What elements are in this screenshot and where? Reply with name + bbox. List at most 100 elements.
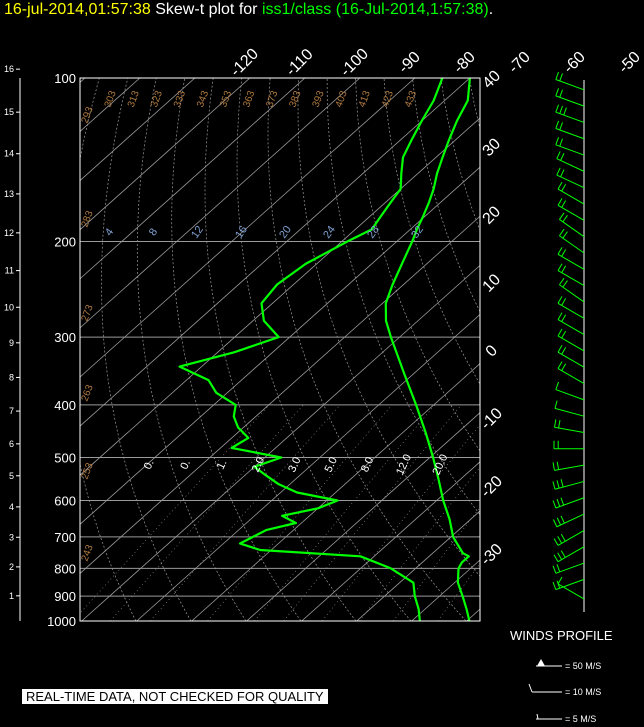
wind-barb bbox=[557, 270, 585, 287]
isotherm-line bbox=[522, 78, 644, 621]
height-tick-label: 15 bbox=[4, 107, 14, 117]
wind-barb-flag bbox=[557, 345, 563, 353]
wind-barb bbox=[556, 513, 585, 528]
wind-barb-flag bbox=[552, 565, 557, 574]
isotherm-line bbox=[80, 78, 471, 427]
legend-5-label: = 5 M/S bbox=[565, 714, 597, 724]
wind-barb-flag bbox=[559, 89, 563, 98]
isotherm-line bbox=[80, 117, 480, 476]
wind-barb-flag bbox=[556, 498, 561, 507]
wind-barb-flag bbox=[557, 263, 563, 271]
wind-barb-flag bbox=[559, 228, 565, 237]
wind-barb bbox=[555, 111, 585, 123]
height-tick-label: 3 bbox=[9, 532, 14, 542]
dry-adiabat-label: 303 bbox=[103, 89, 119, 109]
wind-barb-flag bbox=[563, 107, 567, 116]
dry-adiabat-label: 323 bbox=[149, 89, 165, 109]
wind-barb-flag bbox=[561, 347, 567, 355]
mixing-ratio-lower-label: 2.0 bbox=[250, 455, 267, 474]
wind-barb-flag bbox=[555, 120, 560, 129]
wind-barb-flag bbox=[557, 181, 563, 190]
height-tick-label: 13 bbox=[4, 189, 14, 199]
wind-barb-flag bbox=[561, 183, 567, 192]
height-tick-label: 4 bbox=[9, 502, 14, 512]
wind-barb-flag bbox=[557, 536, 563, 544]
isotherm-line bbox=[246, 412, 480, 621]
wind-barb-flag bbox=[557, 576, 563, 585]
wind-barb-flag bbox=[559, 73, 563, 82]
wind-barb bbox=[557, 529, 585, 546]
dry-adiabat-label: 283 bbox=[80, 209, 96, 229]
wind-barb-flag bbox=[556, 580, 561, 589]
wind-barb-flag bbox=[553, 538, 559, 546]
wind-barb bbox=[555, 144, 585, 156]
plot-frame bbox=[79, 77, 481, 622]
mixing-ratio-label: 20 bbox=[277, 224, 294, 241]
right-temperature-label: 40 bbox=[480, 67, 505, 92]
dry-adiabat-label: 433 bbox=[403, 89, 419, 109]
title-station: iss1/class (16-Jul-2014,1:57:38) bbox=[261, 1, 489, 18]
wind-barb-flag bbox=[557, 247, 563, 255]
dry-adiabat-label: 273 bbox=[80, 303, 96, 323]
page-title: 16-jul-2014,01:57:38 Skew-t plot for iss… bbox=[4, 1, 493, 19]
wind-barb-flag bbox=[561, 200, 567, 208]
isotherm-line bbox=[577, 78, 644, 621]
mixing-ratio-label: 32 bbox=[409, 224, 426, 241]
wind-barb-flag bbox=[557, 552, 563, 560]
wind-barb-flag bbox=[557, 296, 563, 304]
frame-layer bbox=[79, 77, 481, 622]
dry-adiabat-label: 393 bbox=[311, 89, 327, 109]
wind-barb-flag bbox=[559, 277, 565, 286]
top-temperature-label: -60 bbox=[560, 49, 588, 77]
isotherm-line bbox=[80, 78, 306, 280]
title-suffix: . bbox=[488, 1, 494, 18]
dry-adiabat-label: 363 bbox=[241, 89, 257, 109]
pressure-tick-label: 800 bbox=[54, 561, 76, 576]
wind-barb-flag bbox=[555, 71, 560, 80]
dry-adiabat-label: 293 bbox=[80, 105, 96, 125]
wind-barb bbox=[557, 204, 585, 221]
mixing-ratio-line bbox=[437, 562, 480, 621]
wind-barb-flag bbox=[557, 328, 563, 337]
right-temperature-label: 10 bbox=[480, 271, 505, 296]
title-date: 16-jul-2014,01:57:38 bbox=[4, 1, 151, 18]
wind-barb bbox=[554, 407, 585, 417]
dry-adiabat-line bbox=[612, 78, 644, 621]
pressure-tick-label: 600 bbox=[54, 494, 76, 509]
pressure-tick-label: 400 bbox=[54, 398, 76, 413]
isotherm-line bbox=[80, 166, 480, 525]
mixing-ratio-label: 12 bbox=[189, 224, 206, 241]
dry-adiabat-line bbox=[383, 78, 480, 385]
wind-barb bbox=[557, 319, 585, 336]
right-temperature-label: -20 bbox=[478, 473, 506, 501]
mixing-ratio-lower-label: 8.0 bbox=[359, 455, 376, 474]
isotherm-line bbox=[81, 264, 480, 621]
mixing-ratio-lower-label: 3.0 bbox=[286, 455, 303, 474]
wind-barb-flag bbox=[559, 122, 563, 131]
wind-barb bbox=[557, 583, 585, 600]
dry-adiabat-label: 333 bbox=[172, 89, 188, 109]
right-temperature-label: -10 bbox=[478, 405, 506, 433]
wind-barb bbox=[559, 284, 585, 303]
wind-barb-flag bbox=[562, 231, 568, 239]
dry-adiabat-line bbox=[412, 78, 480, 313]
wind-profile-layer bbox=[528, 71, 585, 720]
isotherm-line bbox=[301, 461, 480, 621]
dry-adiabat-line bbox=[355, 78, 480, 452]
wind-barb bbox=[555, 95, 585, 107]
wind-barb-flag bbox=[560, 534, 566, 542]
wind-barb bbox=[555, 128, 585, 140]
pressure-tick-label: 1000 bbox=[47, 614, 76, 629]
top-temperature-label: -50 bbox=[615, 49, 643, 77]
top-temperature-label: -90 bbox=[395, 49, 423, 77]
dry-adiabat-line bbox=[498, 78, 644, 621]
mixing-ratio-label: 24 bbox=[321, 224, 338, 241]
wind-barb-flag bbox=[560, 550, 566, 558]
wind-barb-flag bbox=[559, 138, 563, 147]
wind-barb bbox=[557, 351, 585, 368]
wind-barb bbox=[555, 79, 585, 91]
wind-barb-flag bbox=[562, 215, 568, 223]
height-tick-label: 2 bbox=[9, 562, 14, 572]
wind-barb-flag bbox=[554, 400, 558, 409]
